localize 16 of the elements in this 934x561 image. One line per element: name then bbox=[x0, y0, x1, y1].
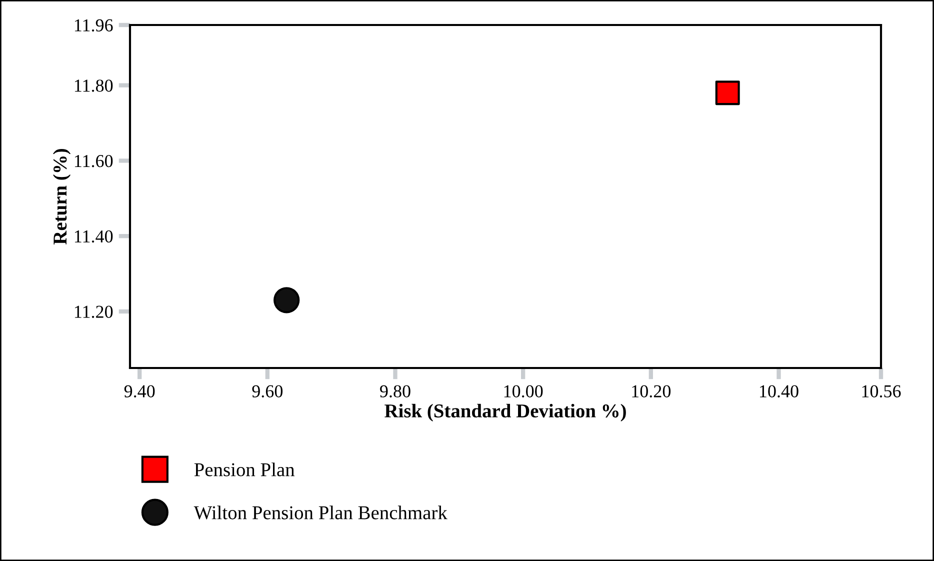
x-tick-label: 9.80 bbox=[380, 385, 410, 398]
legend-label: Pension Plan bbox=[194, 462, 295, 476]
y-tick-label: 11.20 bbox=[74, 306, 113, 318]
x-tick-label: 10.40 bbox=[760, 385, 798, 398]
x-tick-label: 9.40 bbox=[124, 385, 155, 398]
x-tick-label: 10.00 bbox=[504, 385, 543, 398]
x-axis-title: Risk (Standard Deviation %) bbox=[384, 404, 626, 422]
legend-label: Wilton Pension Plan Benchmark bbox=[194, 506, 448, 520]
y-tick-label: 11.60 bbox=[74, 154, 113, 168]
y-tick-label: 11.40 bbox=[74, 230, 113, 243]
x-tick-label: 10.20 bbox=[632, 385, 671, 398]
y-tick-label: 11.80 bbox=[74, 80, 113, 92]
y-tick-label: 11.96 bbox=[74, 19, 113, 32]
y-axis-title: Return (%) bbox=[52, 149, 71, 244]
x-tick-label: 9.60 bbox=[252, 385, 283, 398]
x-tick-label: 10.56 bbox=[862, 385, 901, 398]
